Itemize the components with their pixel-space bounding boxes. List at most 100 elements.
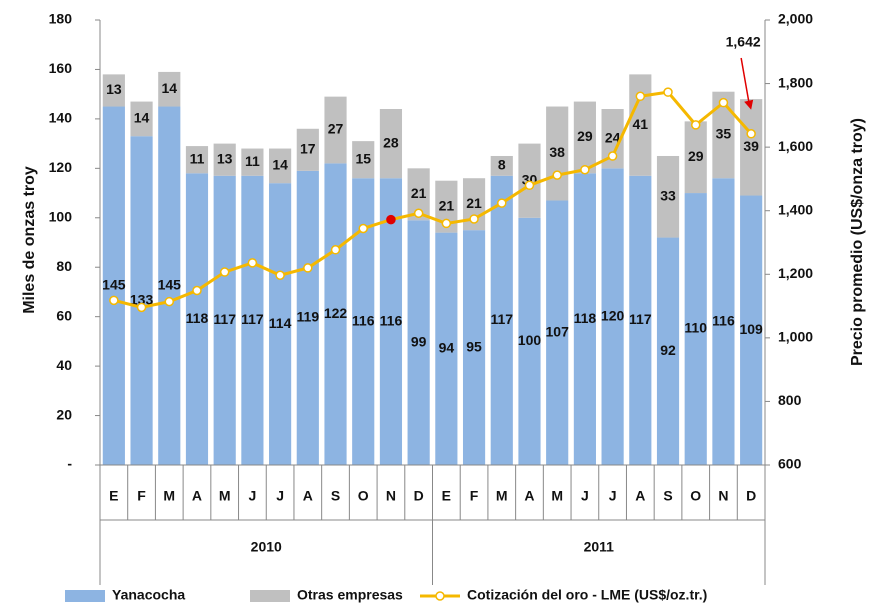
line <box>113 90 753 309</box>
bar <box>740 195 763 465</box>
bar <box>296 128 319 171</box>
bar <box>379 109 403 179</box>
bar <box>379 178 403 465</box>
x-tick-label: F <box>137 488 146 504</box>
bar <box>241 148 264 176</box>
group-label: 2010 <box>251 539 282 555</box>
data-label: 41 <box>633 116 649 132</box>
y2-tick-label: 1,200 <box>778 265 813 281</box>
y2-tick-label: 1,400 <box>778 201 813 217</box>
line-marker <box>164 296 175 307</box>
bar <box>573 101 596 174</box>
arrow-head <box>744 99 754 110</box>
bar <box>296 170 319 466</box>
x-tick-label: N <box>718 488 728 504</box>
line-marker <box>607 151 618 161</box>
x-tick-label: A <box>524 488 534 504</box>
line-marker <box>552 170 562 180</box>
bar <box>601 168 624 466</box>
bar <box>130 101 153 137</box>
line-marker <box>136 302 147 313</box>
data-label: 29 <box>688 148 704 164</box>
x-tick-label: J <box>581 488 589 504</box>
bar <box>518 217 541 465</box>
bar <box>213 143 236 176</box>
data-label: 145 <box>102 276 126 292</box>
x-tick-label: S <box>663 488 672 504</box>
legend-swatch <box>250 590 290 602</box>
x-tick-label: A <box>635 488 645 504</box>
bar <box>130 136 153 465</box>
data-label: 117 <box>490 311 513 327</box>
data-label: 120 <box>601 307 625 323</box>
data-label: 21 <box>439 197 455 213</box>
bar <box>352 178 375 465</box>
data-label: 17 <box>300 140 316 156</box>
y2-tick-label: 1,800 <box>778 74 813 90</box>
line-marker <box>580 164 590 175</box>
data-label: 118 <box>574 310 597 326</box>
legend-swatch <box>65 590 105 602</box>
bar <box>629 175 652 465</box>
y2-tick-label: 1,600 <box>778 138 813 154</box>
bar <box>352 141 375 179</box>
line-marker <box>192 285 202 296</box>
data-label: 122 <box>324 305 348 321</box>
x-tick-label: A <box>192 488 202 504</box>
x-tick-label: M <box>219 488 231 504</box>
data-label: 13 <box>217 150 233 166</box>
data-label: 11 <box>245 153 260 169</box>
bar <box>407 220 430 465</box>
data-label: 116 <box>712 312 735 328</box>
line-marker <box>497 198 507 208</box>
bar <box>601 109 624 169</box>
y-tick-label: 180 <box>49 11 73 27</box>
data-label: 118 <box>186 310 209 326</box>
bar <box>656 237 680 465</box>
bar <box>629 74 652 176</box>
x-tick-label: D <box>746 488 756 504</box>
legend-label: Yanacocha <box>112 587 185 603</box>
line-marker <box>718 97 729 108</box>
y-tick-label: 20 <box>56 406 72 422</box>
y2-axis-title: Precio promedio (US$/onza troy) <box>849 118 866 366</box>
x-tick-label: E <box>442 488 451 504</box>
line-marker <box>413 208 424 219</box>
data-label: 117 <box>629 311 652 327</box>
x-tick-label: J <box>276 488 284 504</box>
x-tick-label: M <box>163 488 175 504</box>
bar <box>684 193 707 466</box>
y2-tick-label: 1,000 <box>778 329 813 345</box>
bar <box>102 106 125 466</box>
data-label: 114 <box>269 315 292 331</box>
x-tick-label: J <box>248 488 256 504</box>
data-label: 8 <box>498 157 506 173</box>
data-label: 27 <box>328 121 344 137</box>
legend-label: Otras empresas <box>297 587 403 603</box>
data-label: 94 <box>439 340 455 356</box>
bar <box>241 175 264 465</box>
line-marker <box>663 87 673 97</box>
bar <box>573 173 596 465</box>
bar <box>435 180 458 233</box>
line-marker <box>247 258 258 268</box>
data-label: 21 <box>411 185 427 201</box>
data-label: 39 <box>743 138 759 154</box>
y-tick-label: 120 <box>49 159 73 175</box>
data-label: 14 <box>272 157 288 173</box>
bar <box>712 91 735 179</box>
bar <box>684 121 707 194</box>
data-label: 29 <box>577 128 593 144</box>
x-tick-label: S <box>331 488 340 504</box>
bar <box>269 148 292 184</box>
line-marker <box>386 214 396 225</box>
bar <box>407 168 430 221</box>
y-tick-label: 40 <box>56 357 72 373</box>
bar <box>185 173 209 465</box>
x-tick-label: J <box>609 488 617 504</box>
data-label: 117 <box>213 311 236 327</box>
line-marker <box>303 263 313 273</box>
y-tick-label: 140 <box>49 110 73 126</box>
bar <box>158 71 181 107</box>
